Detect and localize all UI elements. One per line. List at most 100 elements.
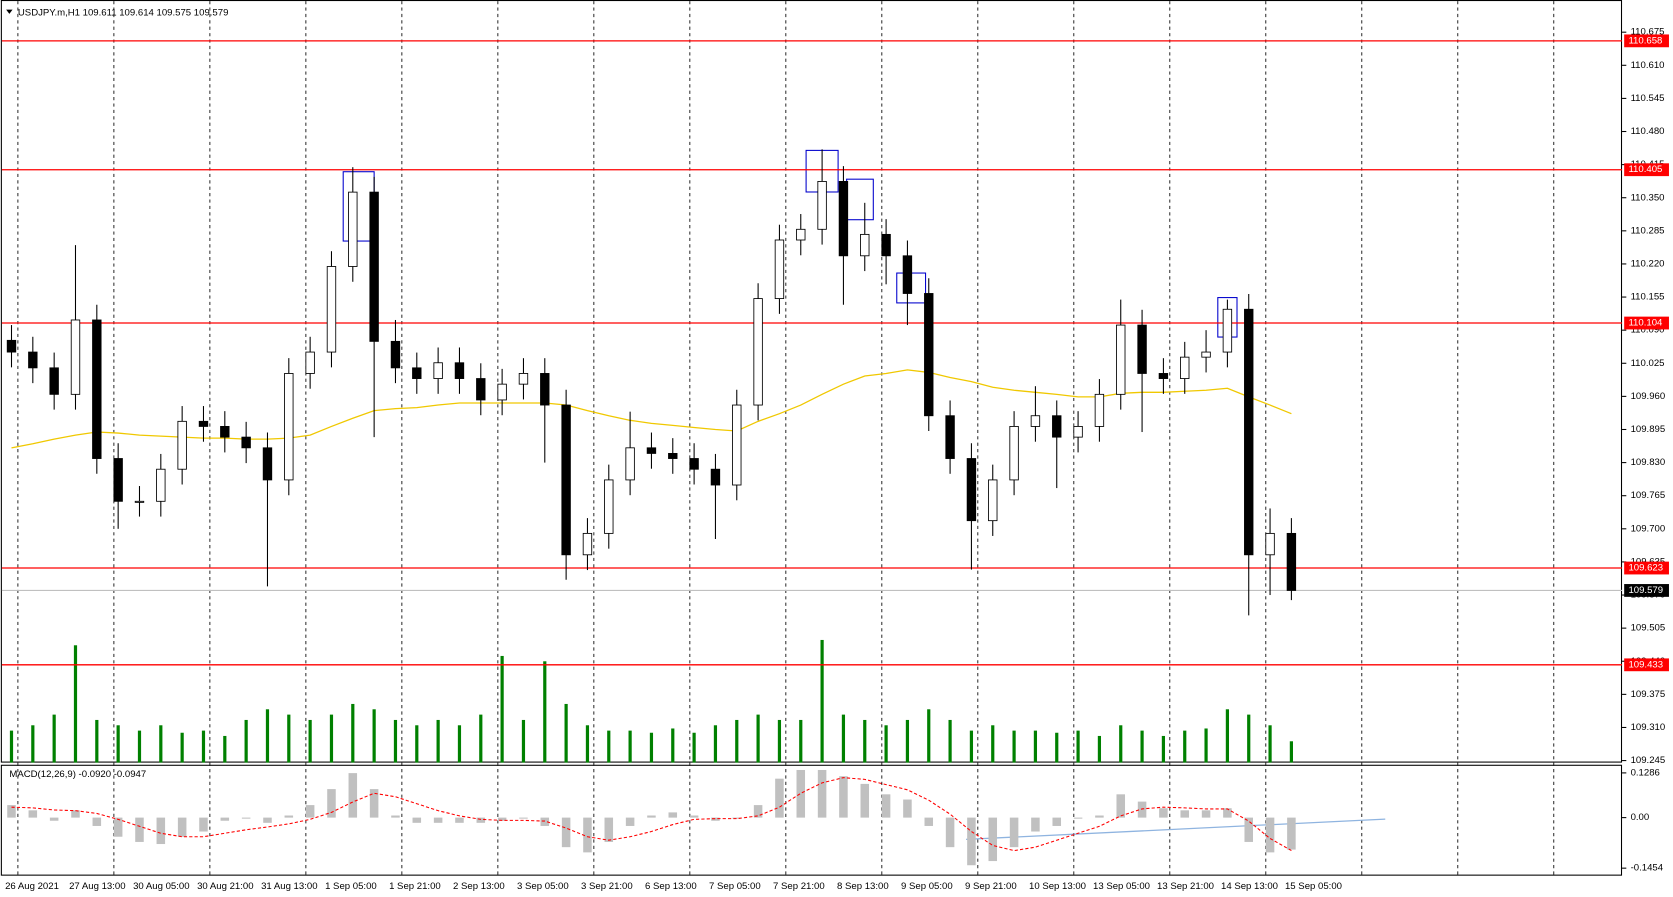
candle-body: [454, 362, 465, 379]
macd-bar: [1052, 817, 1062, 826]
y-tick-label: 109.505: [1631, 623, 1666, 634]
candle-body: [561, 404, 571, 556]
macd-panel: [0, 764, 1623, 876]
y-tick-label: 110.610: [1631, 60, 1665, 71]
annotations: [342, 149, 1238, 338]
candle-body: [988, 479, 998, 522]
volume-bar: [351, 703, 355, 763]
x-tick-label: 6 Sep 13:00: [645, 881, 697, 892]
volume-bar: [969, 730, 974, 763]
volume-bar: [1076, 730, 1080, 763]
candle-body: [1094, 393, 1105, 427]
volume-bar: [905, 719, 910, 763]
volume-bar: [1268, 725, 1272, 763]
candle-body: [220, 426, 230, 438]
x-tick-label: 7 Sep 05:00: [709, 881, 761, 892]
candle-body: [710, 468, 721, 486]
macd-bar: [689, 815, 699, 818]
x-tick-label: 14 Sep 13:00: [1221, 881, 1278, 892]
volume-bar: [1183, 730, 1187, 763]
macd-trendline: [966, 818, 1386, 841]
y-tick-label: 109.960: [1631, 391, 1666, 402]
candle-body: [1073, 426, 1083, 438]
macd-bar: [903, 799, 912, 818]
volume-bar: [1161, 735, 1166, 763]
menu-arrow[interactable]: [6, 9, 13, 14]
candle-body: [732, 404, 742, 486]
macd-bar: [199, 817, 208, 832]
candle-body: [198, 420, 209, 427]
candle-body: [1180, 356, 1190, 379]
volume-bar: [95, 719, 99, 763]
candle-body: [156, 468, 166, 502]
volume-bar: [372, 709, 376, 763]
volume-bar: [9, 730, 14, 763]
macd-bar: [369, 789, 379, 818]
level-label: 110.104: [1628, 318, 1663, 329]
candle-body: [924, 293, 934, 417]
macd-bar: [732, 817, 742, 819]
macd-bar: [1116, 794, 1126, 818]
macd-bar: [817, 769, 827, 818]
x-tick-label: 27 Aug 13:00: [69, 881, 125, 892]
macd-bar: [519, 817, 528, 819]
candle-body: [1116, 324, 1126, 395]
volume-bar: [159, 725, 163, 763]
candle-body: [1286, 532, 1297, 591]
y-tick-label: 110.220: [1631, 258, 1665, 269]
volume-bar: [31, 725, 35, 763]
macd-bar: [391, 815, 400, 818]
candle-body: [177, 420, 187, 470]
candle-body: [604, 479, 614, 534]
candle-body: [1030, 415, 1041, 427]
x-tick-label: 1 Sep 05:00: [325, 881, 377, 892]
volume-bar: [543, 661, 547, 763]
y-tick-label: 109.765: [1631, 490, 1666, 501]
volume-bar: [585, 725, 590, 763]
current-price-label: 109.579: [1628, 585, 1663, 596]
level-label: 109.433: [1628, 659, 1663, 670]
y-tick-label: 110.025: [1631, 358, 1665, 369]
volume-bar: [244, 719, 248, 763]
macd-bar: [113, 817, 123, 837]
candle-body: [860, 233, 870, 257]
volume-bar: [713, 725, 718, 763]
macd-bar: [924, 817, 934, 826]
x-tick-label: 10 Sep 13:00: [1029, 881, 1086, 892]
candle-body: [476, 378, 486, 401]
volume-bar: [393, 719, 398, 763]
y-tick-label: 110.480: [1631, 126, 1665, 137]
volume-bar: [671, 728, 675, 763]
candle-body: [774, 239, 785, 300]
macd-bar: [711, 817, 720, 821]
volume-bar: [692, 732, 696, 763]
volume-bar: [73, 645, 78, 763]
candle-body: [28, 351, 38, 369]
volume-bar: [1033, 730, 1038, 763]
volume-bar: [799, 719, 803, 763]
candle-body: [92, 319, 102, 459]
candle-body: [390, 340, 401, 369]
x-tick-label: 3 Sep 05:00: [517, 881, 569, 892]
x-tick-label: 31 Aug 13:00: [261, 881, 317, 892]
candle-body: [369, 191, 379, 342]
symbol-header: USDJPY.m,H1 109.611 109.614 109.575 109.…: [18, 7, 229, 18]
candle-body: [817, 181, 827, 230]
volume-bar: [1247, 714, 1251, 763]
macd-bar: [625, 817, 635, 826]
macd-bar: [348, 773, 358, 818]
macd-bar: [839, 776, 848, 818]
volume-bar: [927, 709, 931, 763]
volume-bar: [1055, 732, 1059, 763]
macd-bar: [135, 817, 144, 842]
volume-bar: [777, 719, 782, 763]
candle-body: [49, 367, 59, 395]
candle-body: [1009, 426, 1019, 481]
y-tick-label: 109.245: [1631, 755, 1666, 766]
x-tick-label: 2 Sep 13:00: [453, 881, 505, 892]
candle-body: [1158, 373, 1169, 379]
macd-bar: [1223, 808, 1232, 818]
candle-body: [241, 436, 251, 449]
volume-bar: [52, 714, 56, 763]
